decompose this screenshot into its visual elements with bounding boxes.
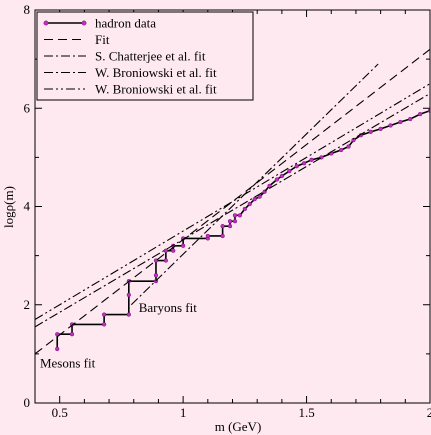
x-tick-label: 1.5	[298, 405, 314, 420]
series-line-hadron-data-0	[56, 109, 430, 349]
series-line-w-broniowski-et-al-fit-3	[130, 63, 379, 306]
legend-entry-2: S. Chatterjee et al. fit	[44, 49, 206, 64]
data-point-24	[232, 219, 238, 224]
data-point-41	[339, 147, 344, 153]
data-point-49	[408, 116, 413, 122]
data-point-45	[368, 129, 373, 134]
data-point-28	[247, 201, 252, 207]
plot-area	[35, 48, 430, 355]
y-tick-label: 4	[24, 199, 31, 214]
x-tick-label: 2	[427, 405, 431, 420]
data-point-46	[378, 126, 383, 131]
annotations: Baryons fit Mesons fit	[40, 300, 197, 371]
data-point-27	[242, 206, 247, 212]
data-point-23	[227, 219, 233, 224]
x-axis-title: m (GeV)	[215, 419, 262, 434]
data-point-16	[181, 243, 186, 248]
data-point-19	[205, 233, 210, 239]
legend-entry-1: Fit	[44, 32, 110, 47]
data-point-29	[252, 197, 257, 202]
legend-label: W. Broniowski et al. fit	[95, 65, 217, 80]
data-point-47	[388, 123, 393, 128]
data-point-2	[69, 332, 75, 337]
y-tick-label: 0	[24, 395, 31, 410]
legend-label: S. Chatterjee et al. fit	[95, 49, 206, 64]
y-tick-label: 8	[24, 2, 31, 17]
data-point-4	[102, 322, 107, 327]
data-point-35	[287, 169, 292, 174]
annotation-baryons-fit: Baryons fit	[139, 300, 198, 315]
data-point-34	[279, 173, 284, 179]
data-point-26	[237, 213, 243, 218]
y-tick-label: 2	[24, 297, 31, 312]
data-point-20	[220, 233, 225, 239]
legend-entry-0: hadron data	[43, 16, 156, 31]
data-point-21	[220, 224, 225, 229]
data-point-7	[126, 292, 131, 298]
data-point-0	[55, 346, 60, 352]
axis-tick-labels: 0.5 1 1.5 2 0 2 4 6 8	[24, 2, 431, 420]
data-point-38	[309, 157, 314, 162]
data-point-12	[163, 258, 168, 263]
legend-entry-3: W. Broniowski et al. fit	[44, 65, 217, 80]
data-point-48	[398, 119, 403, 125]
x-tick-label: 1	[180, 405, 187, 420]
data-point-6	[126, 312, 131, 317]
data-point-50	[418, 112, 423, 117]
data-point-33	[274, 177, 280, 182]
annotation-mesons-fit: Mesons fit	[40, 356, 96, 371]
data-point-14	[171, 248, 176, 253]
legend-marker	[81, 20, 87, 26]
series-line-s-chatterjee-et-al-fit-2	[35, 93, 430, 328]
data-point-25	[232, 213, 238, 218]
data-point-42	[346, 144, 351, 149]
data-point-10	[153, 273, 159, 278]
data-point-37	[301, 161, 307, 166]
y-tick-label: 6	[24, 100, 31, 115]
legend-marker	[43, 20, 49, 26]
legend-entry-4: W. Broniowski et al. fit	[44, 82, 217, 97]
data-point-36	[294, 164, 299, 169]
legend-label: Fit	[95, 32, 110, 47]
data-point-5	[102, 312, 107, 317]
data-point-22	[227, 224, 233, 229]
legend-label: W. Broniowski et al. fit	[95, 82, 217, 97]
y-axis-title: logρ(m)	[1, 186, 16, 228]
legend-label: hadron data	[95, 16, 156, 31]
x-tick-label: 0.5	[52, 405, 68, 420]
